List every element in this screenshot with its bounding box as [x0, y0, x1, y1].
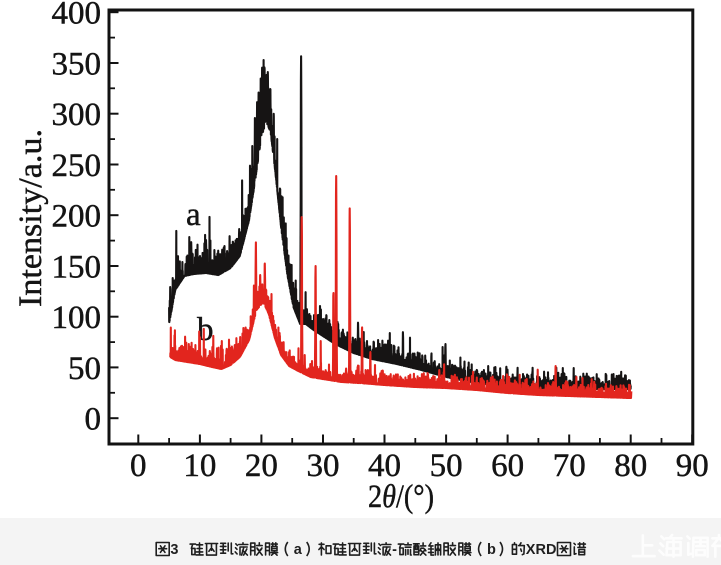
svg-text:10: 10 [183, 448, 216, 484]
svg-text:a: a [186, 197, 201, 233]
svg-text:400: 400 [52, 0, 102, 32]
svg-text:30: 30 [307, 448, 340, 484]
svg-text:200: 200 [52, 199, 102, 235]
svg-text:50: 50 [68, 351, 101, 387]
svg-text:-: - [392, 542, 397, 558]
svg-text:50: 50 [430, 448, 463, 484]
svg-text:100: 100 [52, 300, 102, 336]
svg-text:b: b [487, 542, 496, 558]
svg-text:2θ/(°): 2θ/(°) [368, 479, 434, 515]
svg-text:60: 60 [491, 448, 524, 484]
svg-text:350: 350 [52, 47, 102, 83]
svg-text:70: 70 [553, 448, 586, 484]
svg-text:0: 0 [130, 448, 147, 484]
svg-text:Intensity/a.u.: Intensity/a.u. [13, 129, 49, 307]
svg-text:250: 250 [52, 148, 102, 184]
svg-text:20: 20 [245, 448, 278, 484]
svg-text:90: 90 [676, 448, 709, 484]
svg-text:0: 0 [85, 402, 102, 438]
svg-text:80: 80 [614, 448, 647, 484]
svg-text:a: a [294, 542, 303, 558]
svg-text:150: 150 [52, 250, 102, 286]
svg-text:3: 3 [170, 542, 178, 558]
svg-text:XRD: XRD [526, 542, 557, 558]
svg-text:40: 40 [368, 448, 401, 484]
svg-text:300: 300 [52, 97, 102, 133]
